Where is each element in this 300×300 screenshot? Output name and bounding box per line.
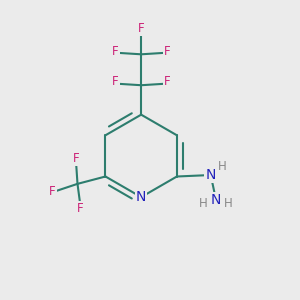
Text: F: F — [73, 152, 79, 165]
Text: H: H — [218, 160, 226, 173]
Text: N: N — [206, 168, 216, 182]
Text: F: F — [164, 75, 170, 88]
Text: F: F — [112, 75, 119, 88]
Text: F: F — [112, 45, 119, 58]
Text: F: F — [164, 45, 170, 58]
Text: H: H — [224, 197, 233, 210]
Text: N: N — [136, 190, 146, 204]
Text: F: F — [138, 22, 145, 35]
Text: F: F — [49, 185, 56, 198]
Text: N: N — [211, 193, 221, 207]
Text: H: H — [199, 197, 208, 210]
Text: F: F — [77, 202, 84, 215]
